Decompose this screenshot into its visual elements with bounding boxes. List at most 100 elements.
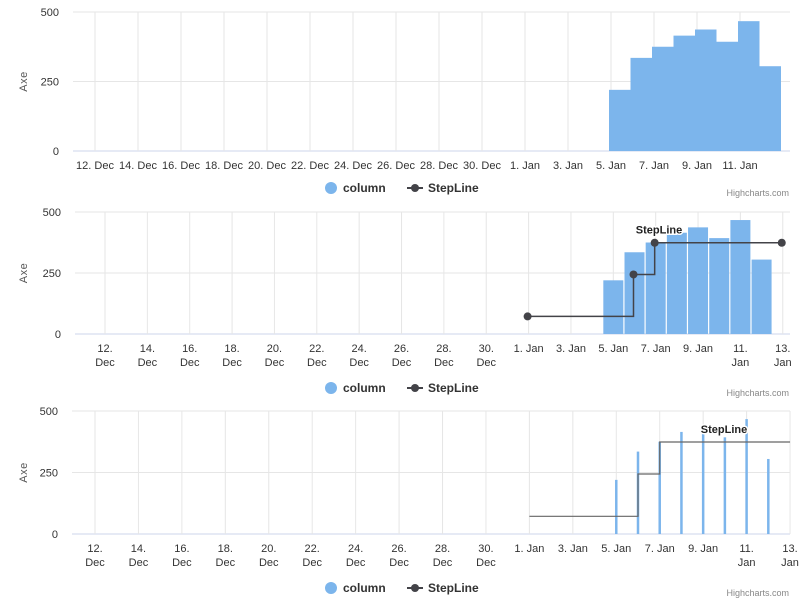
chart-panel-3: 0 250 500 12. Dec 14. Dec 16. Dec 18. Dec 20. Dec 22.… (0, 400, 799, 601)
x-tick-label: 1. Jan (510, 160, 540, 172)
x-tick-label: 18. Dec (222, 343, 242, 369)
x-tick-label: 9. Jan (683, 343, 713, 355)
x-tick-label: 7. Jan (645, 543, 675, 555)
column-bar[interactable] (701, 426, 705, 534)
stepline-marker[interactable] (777, 238, 786, 247)
legend-stepline-marker (411, 184, 419, 192)
stepline-path[interactable] (529, 441, 791, 517)
column-bar[interactable] (658, 441, 661, 534)
x-tick-label: 5. Jan (596, 160, 626, 172)
column-bar[interactable] (603, 280, 624, 334)
y-tick-label: 0 (53, 146, 59, 158)
x-tick-label: 9. Jan (688, 543, 718, 555)
chart-svg-1: 0 250 500 12. Dec 14. Dec 16. Dec 18. Dec 20. D… (18, 7, 790, 198)
column-bar[interactable] (709, 238, 730, 334)
x-tick-label: 7. Jan (641, 343, 671, 355)
x-tick-label: 26. Dec (392, 343, 412, 369)
column-bar[interactable] (652, 46, 674, 151)
x-tick-label: 14. Dec (138, 343, 158, 369)
x-tick-label: 13. Jan (781, 543, 799, 569)
legend-column-icon[interactable] (325, 182, 337, 194)
stepline-label: StepLine (636, 225, 682, 237)
column-bar[interactable] (695, 29, 717, 151)
column-bar[interactable] (615, 479, 618, 534)
x-tick-label: 12. Dec (85, 543, 105, 569)
column-bar[interactable] (688, 227, 709, 334)
y-tick-label: 500 (41, 7, 59, 19)
x-tick-label: 26. Dec (389, 543, 409, 569)
x-tick-label: 20. Dec (259, 543, 279, 569)
chart-panel-2: 0 250 500 12. Dec 14. Dec 16. Dec 18. Dec 20. Dec 22.… (0, 200, 799, 401)
x-tick-label: 11. Jan (738, 543, 756, 569)
legend-stepline-label[interactable]: StepLine (428, 181, 479, 195)
x-tick-label: 5. Jan (601, 543, 631, 555)
stepline-marker[interactable] (629, 270, 638, 279)
legend-column-label[interactable]: column (343, 381, 386, 395)
stepline-marker[interactable] (523, 312, 532, 321)
x-tick-label: 13. Jan (774, 343, 792, 369)
credits-link[interactable]: Highcharts.com (726, 388, 789, 398)
x-tick-label: 16. Dec (180, 343, 200, 369)
column-bar[interactable] (730, 220, 751, 334)
chart-svg-2: 0 250 500 12. Dec 14. Dec 16. Dec 18. Dec 20. Dec 22.… (18, 207, 792, 398)
chart-svg-3: 0 250 500 12. Dec 14. Dec 16. Dec 18. Dec 20. Dec 22.… (18, 406, 799, 598)
credits-link[interactable]: Highcharts.com (726, 588, 789, 598)
legend-column-label[interactable]: column (343, 181, 386, 195)
x-tick-label: 11. Jan (732, 343, 750, 369)
y-tick-label: 500 (40, 406, 58, 418)
column-bar[interactable] (716, 41, 739, 151)
x-tick-label: 20. Dec (265, 343, 285, 369)
column-bar[interactable] (759, 66, 782, 151)
chart-panel-1: 0 250 500 12. Dec 14. Dec 16. Dec 18. Dec 20. D… (0, 0, 799, 201)
x-tick-label: 28. Dec (434, 343, 454, 369)
x-tick-label: 24. Dec (334, 160, 372, 172)
x-tick-label: 16. Dec (162, 160, 200, 172)
column-bar[interactable] (723, 437, 727, 534)
x-tick-label: 14. Dec (129, 543, 149, 569)
y-tick-label: 0 (52, 529, 58, 541)
x-tick-label: 20. Dec (248, 160, 286, 172)
column-bar[interactable] (673, 35, 696, 151)
x-tick-label: 22. Dec (291, 160, 329, 172)
y-axis-title: Axe (18, 462, 30, 482)
legend-stepline-marker (411, 384, 419, 392)
y-axis-title: Axe (18, 263, 30, 283)
column-bar[interactable] (645, 242, 666, 335)
legend-stepline-label[interactable]: StepLine (428, 381, 479, 395)
x-tick-label: 12. Dec (76, 160, 114, 172)
column-bar[interactable] (751, 259, 772, 334)
column-bar[interactable] (745, 419, 748, 534)
column-bar[interactable] (609, 89, 631, 151)
legend-column-icon[interactable] (325, 582, 337, 594)
credits-link[interactable]: Highcharts.com (726, 188, 789, 198)
stepline-path[interactable] (527, 241, 782, 318)
y-tick-label: 0 (55, 329, 61, 341)
x-tick-label: 16. Dec (172, 543, 192, 569)
stepline-label: StepLine (701, 424, 747, 436)
x-tick-label: 26. Dec (377, 160, 415, 172)
column-bar[interactable] (767, 458, 770, 534)
y-tick-label: 500 (43, 207, 61, 219)
x-tick-label: 18. Dec (205, 160, 243, 172)
x-tick-label: 18. Dec (216, 543, 236, 569)
x-tick-label: 3. Jan (553, 160, 583, 172)
y-tick-label: 250 (41, 77, 59, 89)
x-tick-label: 28. Dec (420, 160, 458, 172)
column-bar[interactable] (624, 252, 645, 334)
x-tick-label: 12. Dec (95, 343, 115, 369)
column-bar[interactable] (666, 232, 687, 334)
y-tick-label: 250 (40, 468, 58, 480)
x-tick-label: 22. Dec (307, 343, 327, 369)
legend-stepline-label[interactable]: StepLine (428, 581, 479, 595)
x-tick-label: 24. Dec (346, 543, 366, 569)
column-bar[interactable] (738, 21, 760, 152)
legend-column-icon[interactable] (325, 382, 337, 394)
column-bar[interactable] (680, 431, 683, 534)
legend-column-label[interactable]: column (343, 581, 386, 595)
x-tick-label: 7. Jan (639, 160, 669, 172)
x-tick-label: 5. Jan (598, 343, 628, 355)
stepline-marker[interactable] (650, 238, 659, 247)
x-tick-label: 30. Dec (476, 343, 496, 369)
column-bar[interactable] (630, 57, 653, 152)
x-tick-label: 1. Jan (514, 343, 544, 355)
